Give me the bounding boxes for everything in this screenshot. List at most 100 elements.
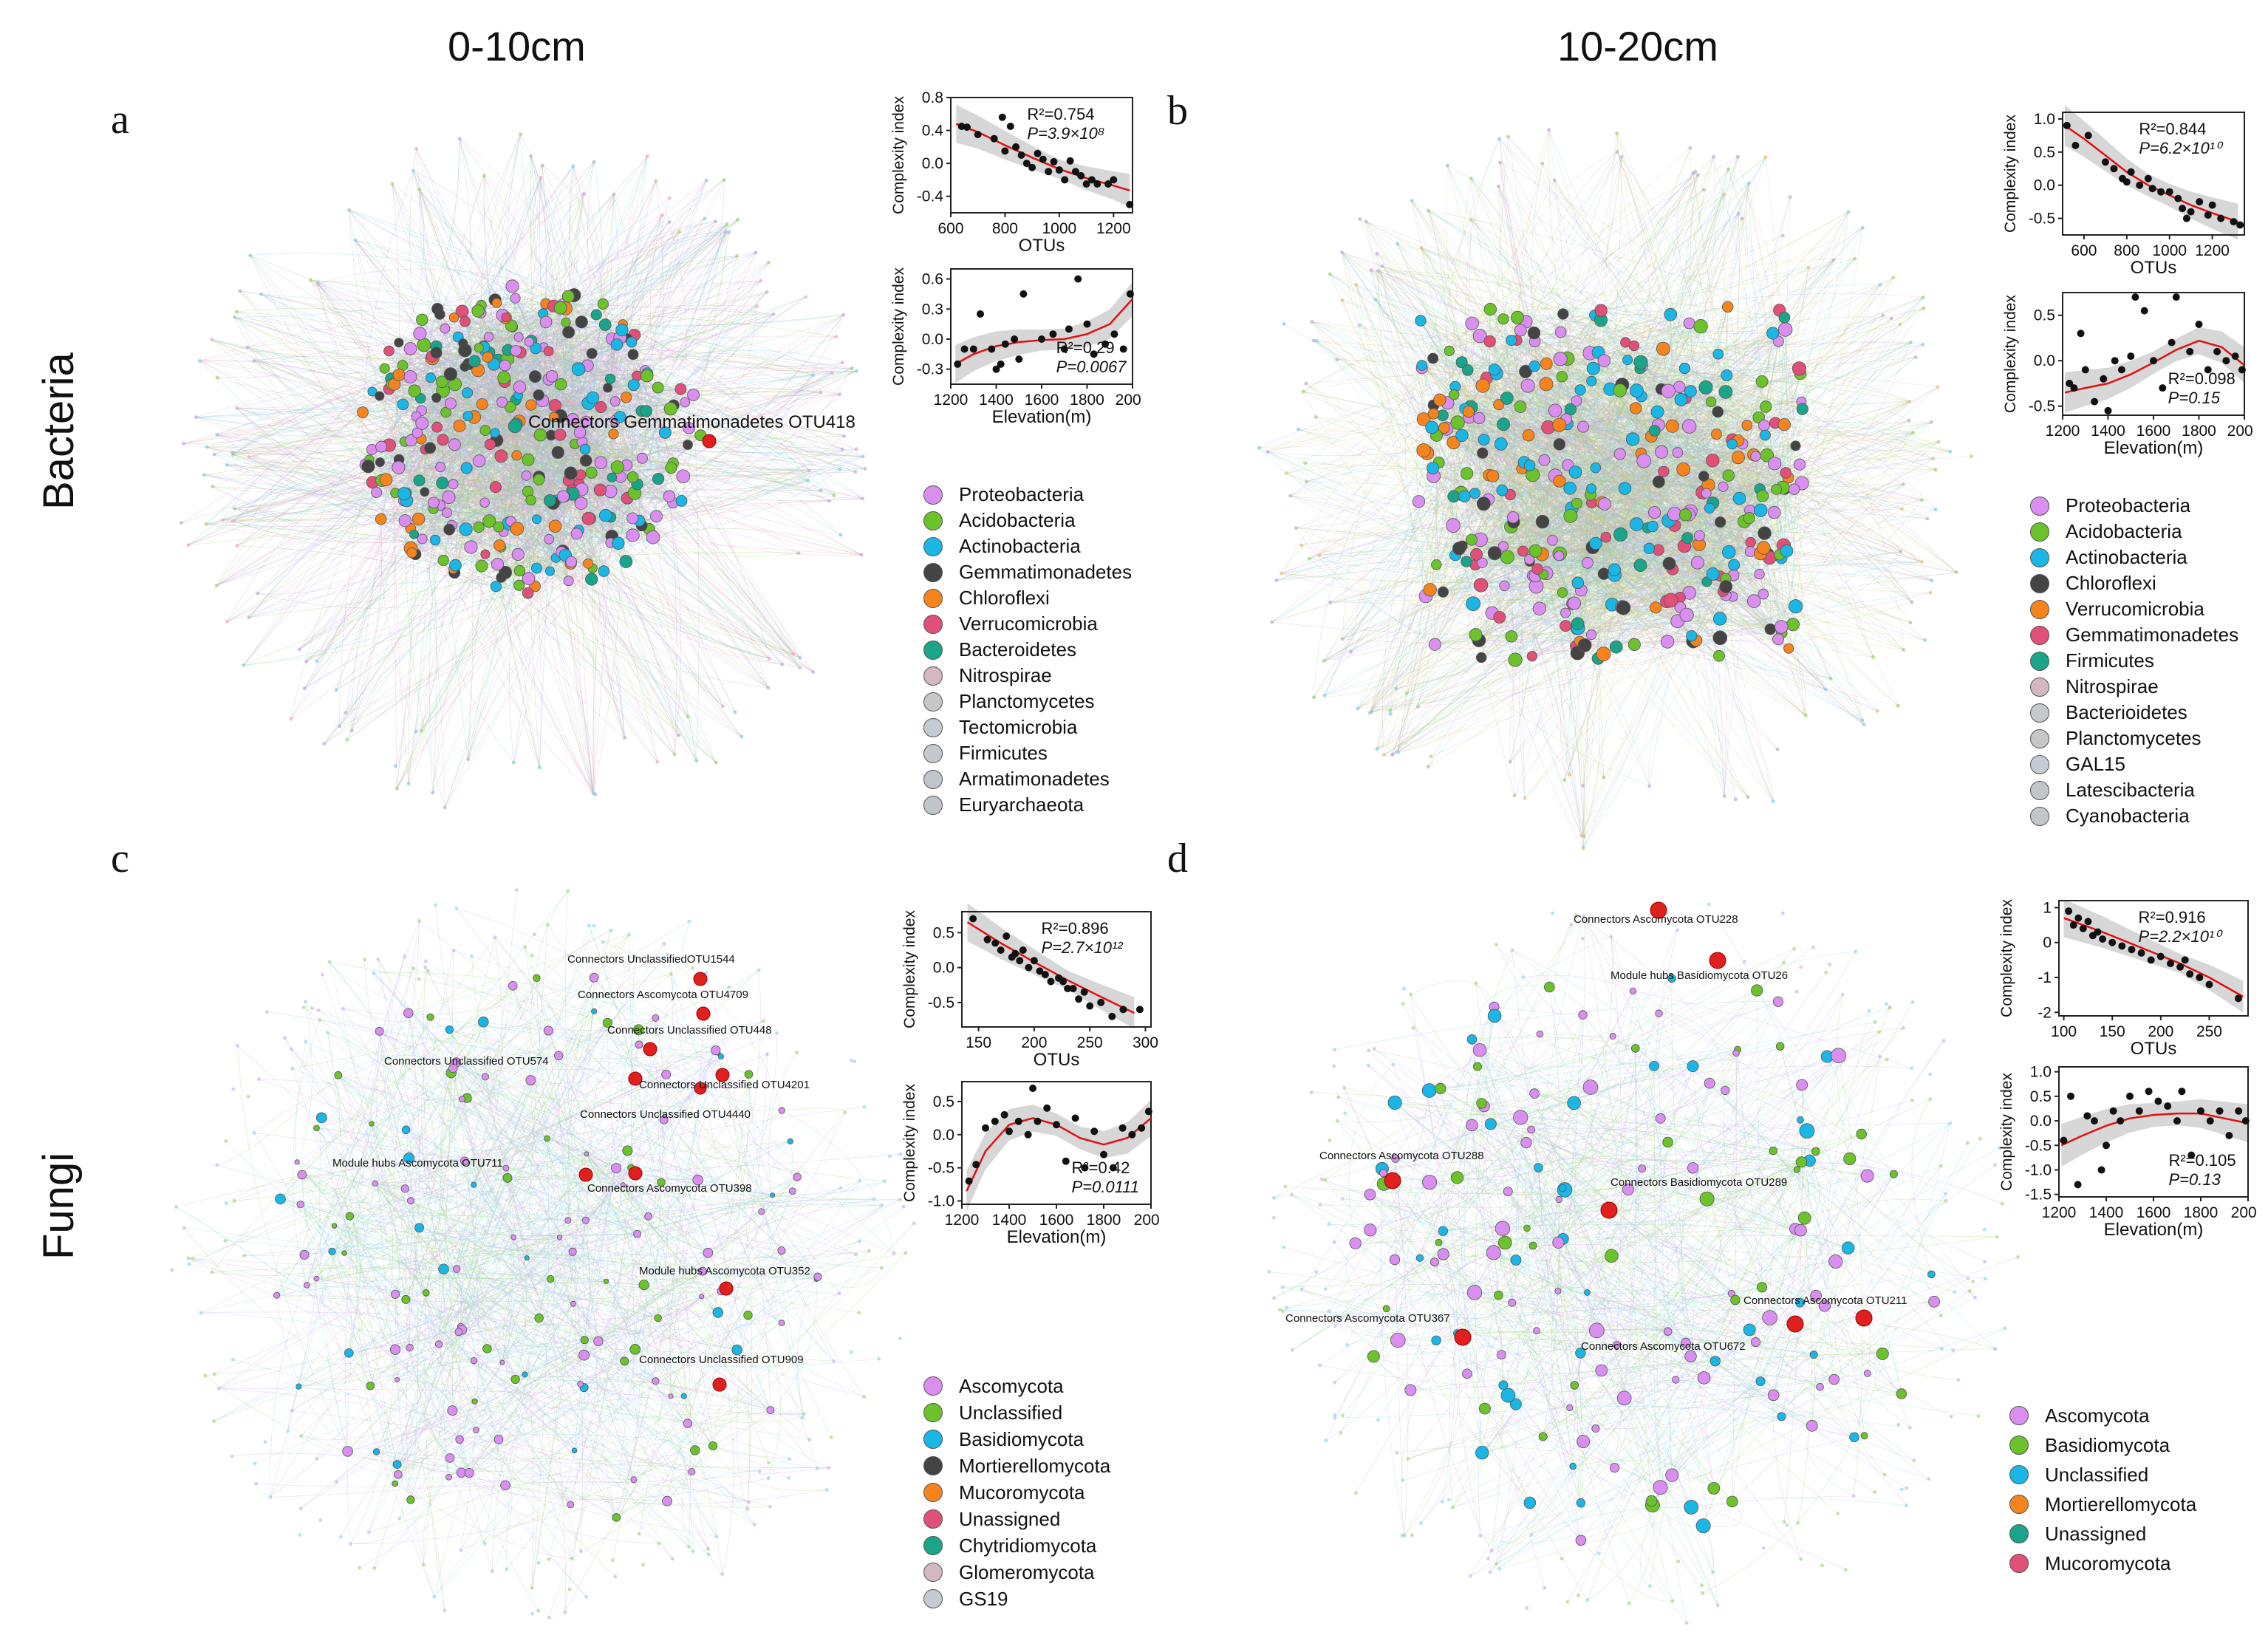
legend-label: Basidiomycota [2045,1433,2170,1456]
legend-label: Chloroflexi [2066,572,2156,594]
x-axis-label: Elevation(m) [2104,438,2204,458]
node-annotation: Module hubs Basidiomycota OTU26 [1611,969,1789,982]
stat-r-squared: R²=0.916 [2139,908,2206,926]
data-point [2205,980,2213,989]
x-axis-label: OTUs [2131,258,2177,278]
network-nodes [180,132,867,810]
y-tick-label: 1 [2043,899,2052,916]
y-tick-label: 0.5 [933,924,954,941]
legend-swatch [923,511,943,530]
scatter-complexity-otus-c: 150 200 250 300 0.5 0.0 -0.5 OTUs Complexity ind… [901,903,1158,1070]
x-tick-label: 1400 [992,1212,1027,1229]
legend-label: Verrucomicrobia [2066,598,2204,620]
legend-item: Mucoromycota [923,1479,1110,1506]
legend-swatch [923,1403,943,1422]
node-annotation: Connectors Ascomycota OTU288 [1319,1150,1484,1162]
x-axis-label: Elevation(m) [2104,1220,2204,1240]
x-tick-label: 1200 [1096,220,1131,237]
data-point [997,946,1005,954]
data-point [1066,157,1074,165]
legend-label: Actinobacteria [959,535,1081,557]
legend-swatch [923,588,943,608]
y-tick-label: -1.5 [2025,1187,2052,1204]
y-tick-label: 1.0 [2030,1064,2052,1081]
legend-label: Ascomycota [959,1374,1064,1397]
data-point [2066,380,2074,387]
legend-swatch [2030,728,2049,748]
panel-letter-b: b [1167,88,1188,134]
data-point [2065,907,2073,915]
legend-item: Chloroflexi [923,585,1132,611]
x-axis-label: OTUs [1019,236,1065,256]
legend-swatch [923,1509,943,1529]
x-tick-label: 1800 [1087,1212,1121,1229]
data-point [1144,1107,1152,1116]
legend-item: Basidiomycota [2009,1430,2196,1460]
data-point [1065,325,1073,333]
legend-item: Bacterioidetes [2030,700,2238,726]
data-point [1025,963,1033,972]
node-annotation: Connectors Unclassified OTU448 [607,1024,772,1037]
data-point [2159,384,2167,392]
x-tick-label: 1600 [1025,392,1059,409]
legend-swatch [2009,1436,2029,1455]
data-point [2097,1166,2105,1174]
data-point [1128,1130,1136,1139]
legend-b: Proteobacteria Acidobacteria Actinobacteri… [2030,493,2238,829]
legend-d: Ascomycota Basidiomycota Unclassified Morti… [2009,1401,2196,1578]
data-point [1071,168,1079,176]
legend-swatch [2009,1406,2029,1425]
data-point [1082,180,1090,188]
row-title-fungi: Fungi [35,1152,83,1260]
x-tick-label: 1000 [1042,220,1077,237]
y-axis-label: Complexity index [890,96,907,214]
data-point [2216,1107,2224,1115]
data-point [1005,1127,1013,1136]
data-point [1109,1164,1117,1172]
data-point [2157,188,2165,196]
legend-swatch [923,717,943,737]
data-point [1069,985,1077,992]
data-point [1011,335,1019,343]
data-point [2071,141,2080,149]
data-point [2108,938,2117,946]
chart-body: 100 150 200 250 1 0 -1 -2 OTUs Complexity index R²… [1998,899,2249,1059]
node-annotation: Connectors Basidiomycota OTU289 [1611,1176,1788,1189]
data-point [1043,1104,1051,1112]
legend-label: Euryarchaeota [959,793,1085,816]
y-tick-label: 0.4 [922,123,944,140]
legend-label: Firmicutes [959,742,1048,764]
node-annotation: Connectors Ascomycota OTU367 [1285,1312,1450,1325]
data-point [2099,935,2107,943]
data-point [998,113,1006,121]
data-point [991,1117,999,1125]
data-point [2118,942,2126,950]
y-tick-label: 0.0 [922,155,943,172]
legend-item: Acidobacteria [2030,519,2238,545]
x-tick-label: 250 [2196,1023,2222,1040]
data-point [1060,345,1068,353]
legend-item: Nitrospirae [2030,674,2238,700]
x-tick-label: 1800 [2182,423,2216,440]
data-point [992,365,1000,373]
legend-item: Mucoromycota [2009,1549,2196,1578]
confidence-band [2061,1099,2248,1167]
data-point [1039,155,1047,163]
stat-p-value: P=3.9×10⁸ [1027,124,1104,143]
data-point [1047,977,1055,986]
legend-label: Mucoromycota [2045,1552,2171,1574]
legend-item: Mortierellomycota [2009,1489,2196,1519]
legend-label: Chytridiomycota [959,1534,1097,1557]
legend-label: Firmicutes [2066,649,2154,672]
legend-swatch [923,1589,943,1608]
legend-swatch [2030,547,2049,567]
panel-letter-c: c [111,836,129,881]
legend-swatch [923,562,943,582]
y-tick-label: -0.5 [928,1160,954,1177]
stat-r-squared: R²=0.105 [2168,1151,2235,1170]
y-tick-label: -0.5 [2029,211,2055,228]
network-nodes [1267,901,2021,1625]
data-point [1001,340,1009,348]
legend-label: Proteobacteria [959,483,1085,505]
